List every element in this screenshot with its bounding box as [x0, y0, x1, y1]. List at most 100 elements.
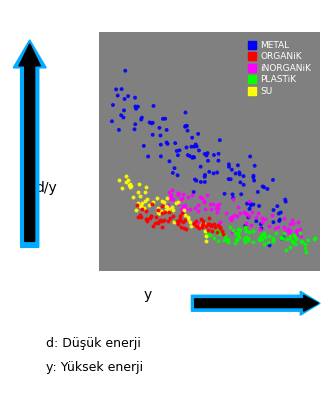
Point [285, 228, 290, 234]
Point [261, 241, 266, 247]
Point [165, 195, 170, 201]
Point [150, 223, 156, 229]
Point [195, 131, 201, 137]
Point [165, 218, 170, 224]
Point [233, 235, 238, 242]
Point [266, 233, 272, 239]
Point [230, 191, 235, 198]
Point [202, 179, 208, 185]
Point [237, 226, 242, 232]
Point [164, 207, 169, 213]
Point [211, 170, 216, 176]
Point [192, 205, 198, 211]
Point [259, 225, 264, 231]
Point [194, 143, 199, 150]
Point [270, 235, 275, 241]
Point [185, 152, 190, 158]
Point [135, 214, 141, 221]
Point [205, 158, 211, 164]
Point [219, 228, 224, 234]
Point [270, 177, 276, 183]
Point [242, 209, 247, 215]
Point [164, 203, 169, 210]
Point [303, 241, 308, 247]
Point [209, 228, 214, 234]
Point [155, 208, 161, 215]
Point [286, 231, 292, 237]
Point [153, 214, 159, 221]
Point [180, 219, 185, 225]
Point [225, 239, 231, 245]
Point [166, 202, 171, 208]
Point [241, 182, 246, 188]
Point [189, 192, 194, 198]
Point [278, 209, 283, 216]
Point [166, 189, 172, 196]
Point [209, 205, 214, 212]
Point [311, 236, 316, 243]
Point [194, 223, 199, 229]
Point [283, 198, 288, 205]
Point [208, 201, 213, 208]
Point [292, 234, 297, 241]
Point [133, 106, 139, 112]
Point [243, 233, 248, 240]
Point [177, 147, 182, 154]
Point [211, 201, 216, 207]
Point [185, 216, 190, 222]
Point [231, 196, 236, 202]
Point [284, 236, 290, 242]
Point [175, 152, 181, 158]
Point [159, 224, 164, 231]
Point [199, 222, 204, 228]
Point [119, 86, 124, 92]
Point [239, 191, 244, 198]
Text: y: y [144, 288, 152, 302]
Point [176, 220, 181, 227]
Point [242, 236, 247, 242]
Point [253, 214, 258, 221]
Point [162, 199, 167, 205]
Point [173, 140, 178, 146]
Point [170, 170, 176, 176]
Point [212, 221, 217, 227]
Point [199, 220, 205, 226]
Point [132, 126, 137, 132]
Point [276, 224, 281, 231]
Point [158, 142, 163, 148]
Point [217, 219, 222, 225]
Point [238, 179, 243, 186]
Point [230, 229, 236, 235]
Point [158, 208, 163, 214]
Point [205, 231, 210, 238]
Point [144, 218, 149, 224]
Point [193, 217, 198, 224]
Point [204, 231, 209, 237]
Point [202, 206, 208, 213]
Point [228, 214, 233, 221]
Point [158, 153, 164, 160]
Point [196, 202, 201, 208]
Point [246, 198, 251, 205]
Point [279, 235, 284, 242]
Point [214, 169, 220, 176]
Point [172, 165, 177, 172]
Point [245, 235, 250, 241]
Point [269, 211, 275, 218]
Point [144, 208, 149, 214]
Point [182, 217, 188, 223]
Point [206, 215, 212, 221]
Point [244, 228, 249, 235]
Point [137, 212, 142, 218]
Point [118, 112, 124, 119]
Point [282, 230, 287, 236]
Point [226, 161, 232, 168]
Point [287, 234, 292, 241]
Point [155, 219, 161, 225]
Point [248, 201, 253, 207]
Point [192, 221, 197, 227]
Point [180, 210, 185, 217]
Point [250, 209, 255, 215]
Point [199, 195, 205, 201]
Point [297, 226, 302, 232]
